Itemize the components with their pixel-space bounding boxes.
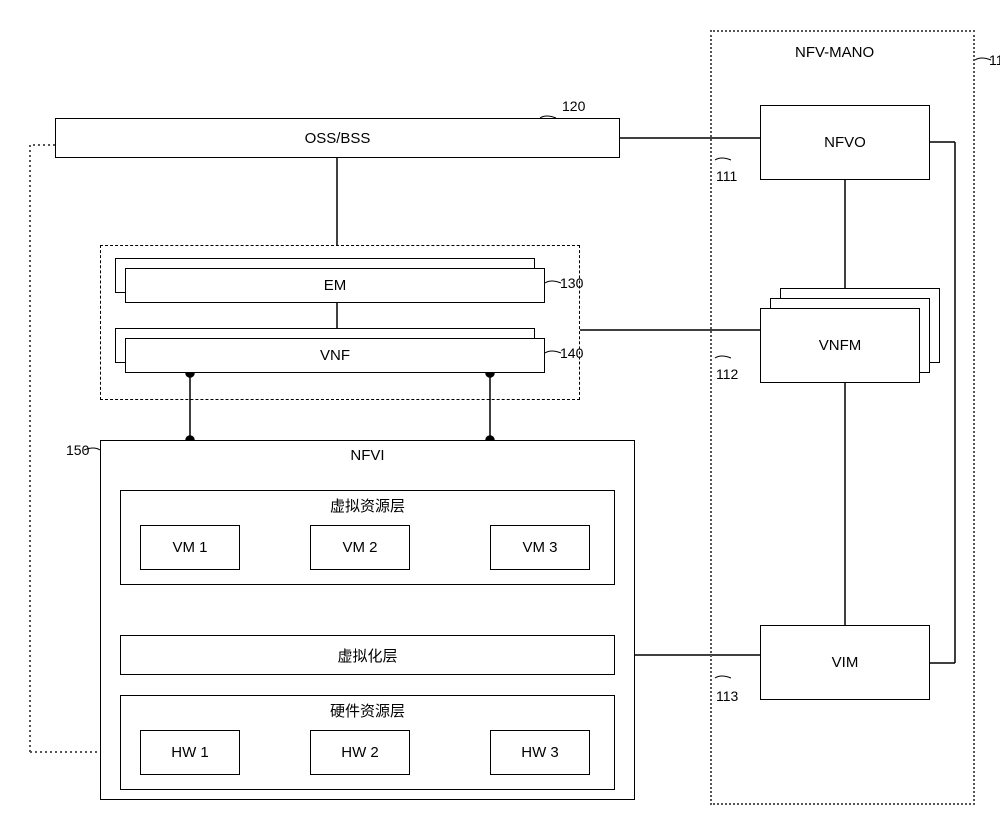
- callout-120: 120: [562, 98, 585, 114]
- hw-box-1: HW 1: [140, 730, 240, 775]
- hardware-resource-title: 硬件资源层: [330, 700, 405, 721]
- callout-140: 140: [560, 345, 583, 361]
- callout-150: 150: [66, 442, 89, 458]
- hw-box-3-label: HW 3: [521, 744, 559, 761]
- em-box: EM: [125, 268, 545, 303]
- nfvi-title: NFVI: [350, 447, 384, 464]
- virtualization-label: 虚拟化层: [337, 645, 397, 666]
- nfvo-box: NFVO: [760, 105, 930, 180]
- vnfm-label: VNFM: [819, 337, 862, 354]
- vm-box-1-label: VM 1: [172, 539, 207, 556]
- vm-box-1: VM 1: [140, 525, 240, 570]
- vnf-box: VNF: [125, 338, 545, 373]
- vm-box-2: VM 2: [310, 525, 410, 570]
- virtualization-layer: 虚拟化层: [120, 635, 615, 675]
- callout-111: 111: [716, 168, 737, 184]
- vnfm-box: VNFM: [760, 308, 920, 383]
- hw-box-2: HW 2: [310, 730, 410, 775]
- virtual-resource-title: 虚拟资源层: [330, 495, 405, 516]
- nfvo-label: NFVO: [824, 134, 866, 151]
- callout-112: 112: [716, 366, 738, 382]
- vim-label: VIM: [832, 654, 859, 671]
- vim-box: VIM: [760, 625, 930, 700]
- hw-box-3: HW 3: [490, 730, 590, 775]
- oss-bss-label: OSS/BSS: [305, 130, 371, 147]
- em-label: EM: [324, 277, 347, 294]
- oss-bss-box: OSS/BSS: [55, 118, 620, 158]
- vnf-label: VNF: [320, 347, 350, 364]
- vm-box-3: VM 3: [490, 525, 590, 570]
- callout-130: 130: [560, 275, 583, 291]
- vm-box-3-label: VM 3: [522, 539, 557, 556]
- hw-box-1-label: HW 1: [171, 744, 209, 761]
- callout-110: 110: [989, 52, 1000, 68]
- callout-113: 113: [716, 688, 738, 704]
- diagram-canvas: NFV-MANO NFVO VNFM VIM OSS/BSS EM VNF NF…: [0, 0, 1000, 821]
- hw-box-2-label: HW 2: [341, 744, 379, 761]
- nfv-mano-title: NFV-MANO: [795, 44, 874, 61]
- vm-box-2-label: VM 2: [342, 539, 377, 556]
